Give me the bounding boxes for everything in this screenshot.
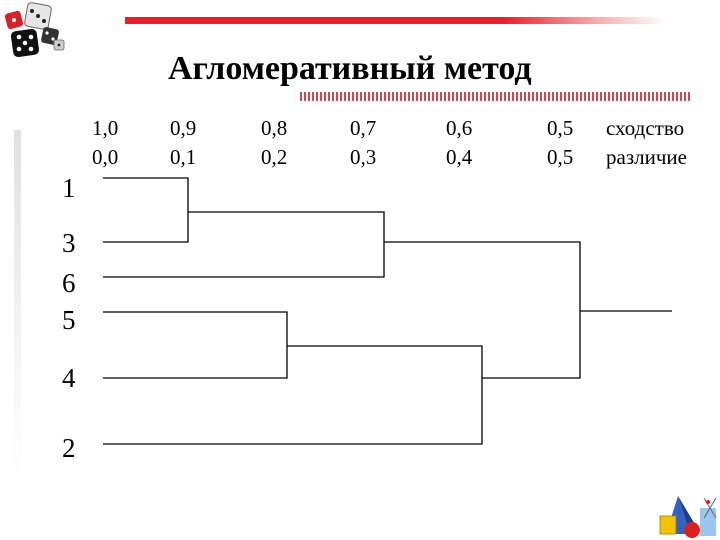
accent-bar [125,17,665,24]
similarity-tick: 1,0 [92,116,119,140]
difference-tick: 0,5 [547,145,574,169]
difference-tick: 0,0 [92,145,119,169]
similarity-tick: 0,7 [350,116,377,140]
dendrogram-branch [103,345,483,445]
difference-tick: 0,1 [170,145,197,169]
title-underline [300,92,692,101]
leaf-label: 4 [62,363,76,393]
dendrogram-branch [384,241,581,379]
difference-tick: 0,4 [446,145,473,169]
similarity-tick: 0,9 [170,116,197,140]
leaf-label: 6 [62,268,76,298]
similarity-tick: 0,8 [261,116,288,140]
dendrogram-branch [103,211,385,278]
difference-tick: 0,2 [261,145,288,169]
page-title: Агломеративный метод [168,50,532,87]
geometric-shapes-icon [656,494,720,540]
dendrogram-branch [103,311,288,379]
leaf-label: 3 [62,228,76,258]
side-strip [14,130,21,490]
similarity-tick: 0,6 [446,116,473,140]
similarity-tick: 0,5 [547,116,574,140]
leaf-label: 2 [62,433,76,463]
difference-tick: 0,3 [350,145,377,169]
dice-icon [2,2,70,60]
leaf-label: 1 [62,173,76,203]
similarity-label: сходство [606,116,685,140]
leaf-label: 5 [62,305,76,335]
dendrogram-branch [103,177,189,243]
difference-label: различие [606,145,687,169]
